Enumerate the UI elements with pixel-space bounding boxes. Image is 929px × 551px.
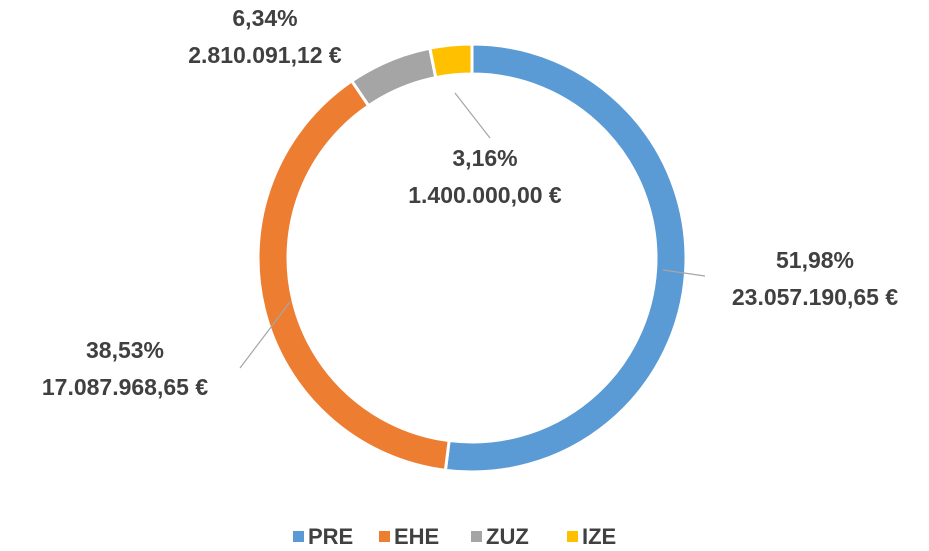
donut-slice xyxy=(443,42,688,474)
legend-label: PRE xyxy=(308,524,353,549)
value-label: 1.400.000,00 € xyxy=(408,182,562,208)
legend-swatch xyxy=(293,531,304,542)
value-label: 2.810.091,12 € xyxy=(188,42,342,68)
leader-line xyxy=(239,301,291,369)
legend-label: ZUZ xyxy=(486,524,529,549)
legend-label: IZE xyxy=(582,524,616,549)
legend-swatch xyxy=(567,531,578,542)
legend-label: EHE xyxy=(394,524,439,549)
percent-label: 38,53% xyxy=(86,337,164,363)
legend-swatch xyxy=(379,531,390,542)
percent-label: 3,16% xyxy=(452,145,517,171)
donut-slice xyxy=(256,78,451,473)
donut-slice xyxy=(428,42,474,80)
donut-slice xyxy=(349,46,438,108)
value-label: 23.057.190,65 € xyxy=(732,284,898,310)
leader-line xyxy=(454,92,491,139)
percent-label: 51,98% xyxy=(776,247,854,273)
legend-swatch xyxy=(471,531,482,542)
percent-label: 6,34% xyxy=(232,5,297,31)
leader-line xyxy=(662,269,706,277)
value-label: 17.087.968,65 € xyxy=(42,374,208,400)
